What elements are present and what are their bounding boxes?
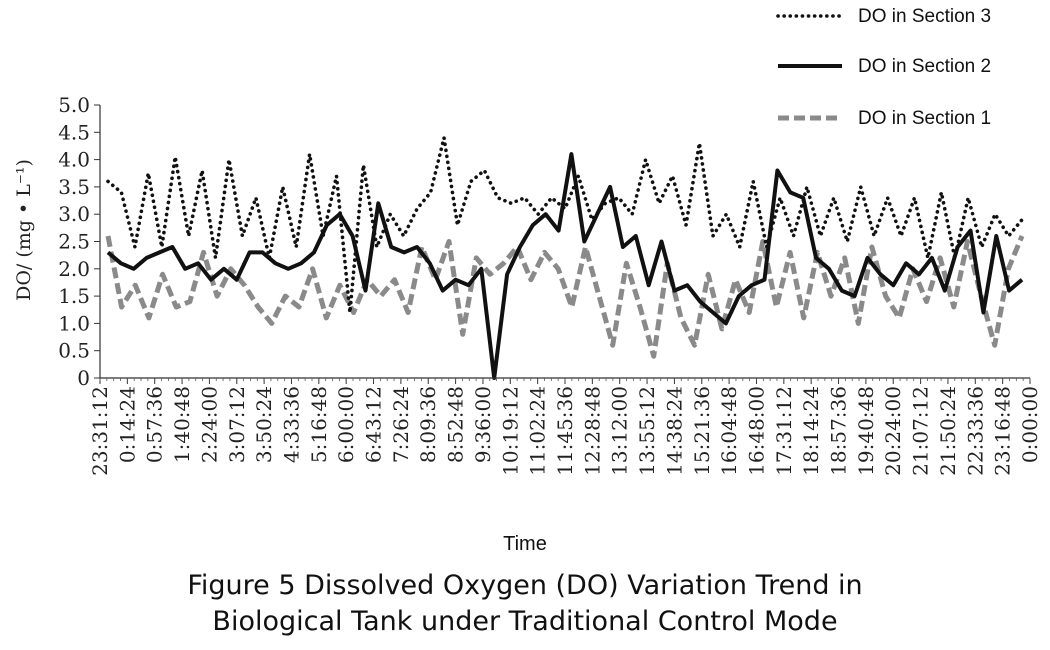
x-tick-label: 18:57:36 <box>827 386 851 476</box>
figure-caption-line-2: Biological Tank under Traditional Contro… <box>212 606 838 637</box>
y-tick-label: 3.0 <box>58 202 90 226</box>
x-tick-label: 23:16:48 <box>991 386 1015 476</box>
x-tick-label: 7:26:24 <box>389 386 413 463</box>
series-line-section-2 <box>106 152 1024 380</box>
do-line-chart: DO in Section 3 DO in Section 2 DO in Sect… <box>13 6 1042 555</box>
x-tick-label: 13:12:00 <box>608 386 632 476</box>
y-tick-label: 1.0 <box>58 311 90 335</box>
y-axis: 0 0.5 1.0 1.5 2.0 2.5 3.0 3.5 4.0 4.5 5.0 <box>58 93 101 390</box>
x-tick-label: 22:33:36 <box>963 386 987 476</box>
x-tick-label: 16:48:00 <box>744 386 768 476</box>
x-tick-label: 10:19:12 <box>498 386 522 476</box>
x-tick-label: 16:04:48 <box>717 386 741 476</box>
x-tick-label: 20:24:00 <box>881 386 905 476</box>
y-tick-label: 4.0 <box>58 148 90 172</box>
x-tick-label: 5:16:48 <box>307 386 331 463</box>
legend-label-section-1: DO in Section 1 <box>858 108 991 129</box>
y-tick-label: 4.5 <box>58 120 90 144</box>
x-tick-label: 1:40:48 <box>170 386 194 463</box>
figure-caption-line-1: Figure 5 Dissolved Oxygen (DO) Variation… <box>187 570 863 601</box>
x-tick-label: 18:14:24 <box>799 386 823 476</box>
x-tick-label: 15:21:36 <box>690 386 714 476</box>
y-tick-label: 2.0 <box>58 257 90 281</box>
x-tick-label: 19:40:48 <box>854 386 878 476</box>
y-tick-label: 0.5 <box>58 339 90 363</box>
x-axis: 23:31:12 0:14:24 0:57:36 1:40:48 2:24:00 3:07… <box>88 377 1042 476</box>
x-tick-label: 14:38:24 <box>662 386 686 476</box>
x-tick-label: 0:00:00 <box>1018 386 1042 463</box>
x-tick-label: 9:36:00 <box>471 386 495 463</box>
y-axis-title: DO/ (mg • L⁻¹) <box>13 159 35 301</box>
legend: DO in Section 3 DO in Section 2 DO in Sect… <box>776 6 991 129</box>
series-line-section-1 <box>105 235 1025 359</box>
x-tick-label: 6:43:12 <box>362 386 386 463</box>
x-tick-label: 0:14:24 <box>115 386 139 463</box>
x-tick-label: 4:33:36 <box>279 386 303 463</box>
x-axis-title: Time <box>503 533 547 555</box>
x-tick-label: 13:55:12 <box>635 386 659 476</box>
plot-area <box>105 136 1025 380</box>
x-tick-label: 21:07:12 <box>909 386 933 476</box>
x-tick-label: 3:07:12 <box>225 386 249 463</box>
x-tick-label: 8:09:36 <box>416 386 440 463</box>
y-tick-label: 0 <box>77 366 90 390</box>
x-tick-label: 17:31:12 <box>772 386 796 476</box>
x-tick-label: 21:50:24 <box>936 386 960 476</box>
series-line-section-3 <box>106 136 1024 315</box>
x-tick-label: 6:00:00 <box>334 386 358 463</box>
legend-label-section-3: DO in Section 3 <box>858 6 991 27</box>
legend-label-section-2: DO in Section 2 <box>858 56 991 77</box>
x-tick-label: 23:31:12 <box>88 386 112 476</box>
x-tick-label: 8:52:48 <box>444 386 468 463</box>
y-tick-label: 2.5 <box>58 230 90 254</box>
y-tick-label: 5.0 <box>58 93 90 117</box>
y-tick-label: 1.5 <box>58 284 90 308</box>
x-tick-label: 11:02:24 <box>526 386 550 476</box>
x-tick-label: 11:45:36 <box>553 386 577 476</box>
x-tick-label: 12:28:48 <box>580 386 604 476</box>
y-tick-label: 3.5 <box>58 175 90 199</box>
x-tick-label: 2:24:00 <box>197 386 221 463</box>
x-tick-label: 0:57:36 <box>143 386 167 463</box>
x-tick-label: 3:50:24 <box>252 386 276 463</box>
